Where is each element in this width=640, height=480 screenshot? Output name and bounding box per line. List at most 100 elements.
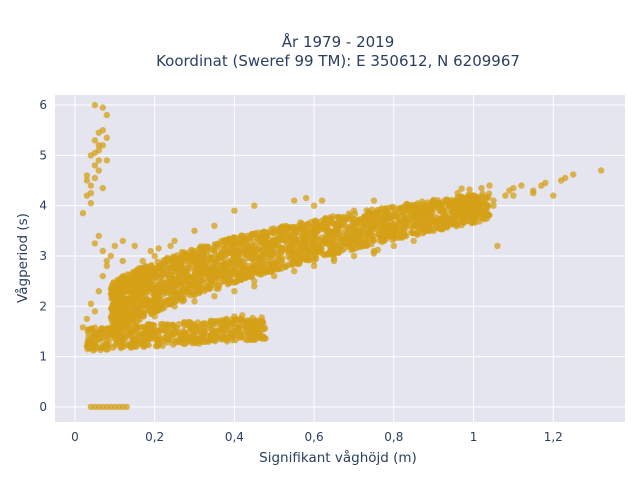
data-point: [138, 295, 145, 302]
data-point: [419, 219, 426, 226]
x-tick-label: 0: [71, 430, 79, 444]
data-point: [232, 239, 239, 246]
data-point: [209, 281, 216, 289]
data-point: [143, 273, 150, 280]
data-point: [310, 262, 318, 270]
data-point: [243, 255, 250, 262]
data-point: [562, 174, 569, 182]
x-tick-label: 0,6: [305, 430, 324, 444]
data-point: [323, 231, 330, 238]
data-point: [410, 237, 417, 245]
data-point: [247, 336, 254, 343]
data-point: [211, 318, 218, 325]
data-point: [185, 265, 192, 273]
data-point: [374, 246, 382, 254]
data-point: [470, 214, 478, 222]
data-point: [121, 306, 128, 313]
data-point: [430, 227, 437, 234]
data-point: [135, 283, 142, 290]
data-point: [197, 285, 205, 292]
data-point: [400, 232, 408, 239]
data-point: [120, 312, 128, 319]
data-point: [245, 271, 252, 279]
data-point: [310, 202, 318, 209]
data-point: [103, 262, 111, 270]
data-point: [198, 278, 206, 285]
data-point: [115, 333, 123, 340]
data-point: [284, 261, 291, 269]
data-point: [370, 232, 378, 240]
data-point: [151, 327, 159, 334]
data-point: [279, 225, 286, 232]
x-axis-label: Signifikant våghöjd (m): [259, 449, 417, 466]
data-point: [277, 232, 285, 239]
data-point: [330, 255, 338, 262]
data-point: [103, 157, 111, 164]
data-point: [91, 137, 99, 144]
data-point: [145, 335, 152, 343]
data-point: [251, 283, 258, 290]
data-point: [177, 253, 184, 261]
data-point: [95, 142, 103, 149]
data-point: [450, 207, 457, 215]
data-point: [130, 295, 138, 302]
data-point: [203, 249, 210, 256]
data-point: [176, 258, 183, 266]
data-point: [171, 284, 178, 292]
data-point: [470, 207, 477, 214]
data-point: [151, 313, 158, 320]
data-point: [225, 249, 233, 256]
data-point: [91, 308, 99, 315]
data-point: [402, 217, 409, 225]
data-point: [154, 306, 161, 313]
data-point: [95, 328, 103, 335]
data-point: [211, 241, 218, 248]
y-tick-label: 2: [39, 299, 47, 313]
data-point: [159, 338, 166, 345]
data-point: [259, 229, 266, 236]
data-point: [151, 288, 158, 295]
data-point: [274, 252, 282, 259]
data-point: [181, 340, 188, 348]
data-point: [171, 237, 178, 245]
data-point: [450, 212, 457, 219]
data-point: [153, 301, 160, 308]
data-point: [236, 236, 243, 243]
data-point: [478, 193, 485, 200]
x-tick-label: 0,2: [145, 430, 164, 444]
data-point: [251, 202, 258, 209]
data-point: [187, 292, 194, 299]
data-point: [155, 245, 162, 252]
data-point: [131, 312, 138, 319]
data-point: [191, 227, 198, 234]
data-point: [211, 293, 218, 300]
y-tick-label: 6: [39, 98, 47, 112]
data-point: [318, 197, 326, 204]
data-point: [103, 340, 111, 348]
data-point: [235, 247, 242, 254]
data-points: [79, 101, 605, 411]
data-point: [99, 247, 107, 255]
data-point: [252, 326, 260, 334]
data-point: [229, 263, 236, 270]
data-point: [87, 335, 95, 343]
data-point: [339, 222, 346, 229]
data-point: [95, 232, 103, 240]
data-point: [83, 343, 91, 350]
data-point: [310, 257, 318, 265]
x-tick-labels: 0 0,2 0,4 0,6 0,8 1 1,2: [71, 430, 563, 444]
data-point: [446, 202, 453, 209]
data-point: [216, 267, 223, 275]
data-point: [159, 299, 166, 306]
data-point: [424, 206, 431, 214]
data-point: [421, 214, 428, 221]
data-point: [190, 330, 198, 337]
data-point: [291, 237, 298, 245]
data-point: [302, 194, 310, 202]
data-point: [143, 340, 150, 348]
data-point: [479, 198, 486, 206]
data-point: [282, 235, 289, 243]
data-point: [220, 277, 227, 285]
data-point: [239, 312, 246, 319]
data-point: [231, 252, 238, 260]
